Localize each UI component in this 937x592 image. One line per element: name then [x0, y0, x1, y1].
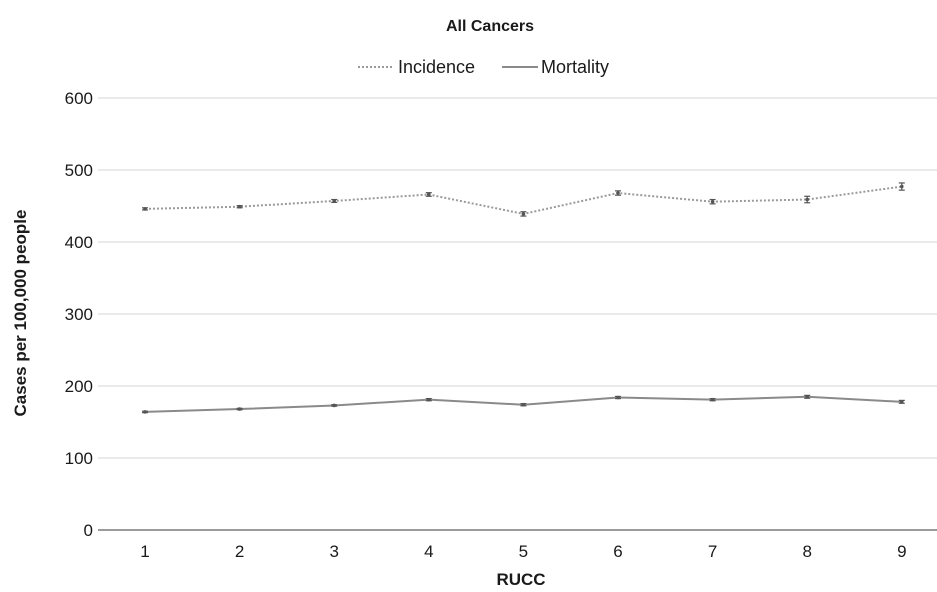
y-tick-label: 0: [84, 521, 93, 540]
x-tick-label: 6: [613, 542, 622, 561]
x-axis-label: RUCC: [496, 570, 545, 589]
y-tick-label: 500: [65, 161, 93, 180]
data-point: [616, 395, 620, 400]
data-point: [237, 407, 242, 411]
x-tick-labels: 1 2 3 4 5 6 7 8 9: [140, 542, 906, 561]
x-tick-label: 3: [329, 542, 338, 561]
data-point: [237, 204, 242, 209]
x-tick-label: 8: [802, 542, 811, 561]
data-point: [521, 402, 526, 407]
data-point: [427, 397, 431, 402]
x-tick-label: 9: [897, 542, 906, 561]
y-tick-label: 600: [65, 89, 93, 108]
data-point: [521, 212, 526, 216]
y-axis-label: Cases per 100,000 people: [11, 210, 30, 417]
y-tick-label: 200: [65, 377, 93, 396]
y-tick-label: 300: [65, 305, 93, 324]
data-point: [332, 403, 337, 408]
data-point: [427, 192, 431, 197]
y-tick-label: 100: [65, 449, 93, 468]
series: [142, 182, 905, 414]
data-point: [900, 184, 904, 189]
series-incidence: [142, 182, 905, 217]
x-tick-label: 4: [424, 542, 433, 561]
data-point: [805, 395, 809, 399]
x-tick-label: 5: [519, 542, 528, 561]
data-point: [710, 397, 715, 402]
legend-label-incidence: Incidence: [398, 57, 475, 77]
data-point: [710, 199, 715, 204]
series-line-incidence: [144, 185, 902, 215]
x-tick-label: 7: [708, 542, 717, 561]
data-point: [900, 400, 904, 404]
data-point: [805, 197, 809, 202]
data-point: [332, 199, 337, 203]
y-tick-labels: 0 100 200 300 400 500 600: [65, 89, 93, 540]
x-tick-label: 1: [140, 542, 149, 561]
legend-label-mortality: Mortality: [541, 57, 609, 77]
x-tick-label: 2: [235, 542, 244, 561]
data-point: [143, 207, 147, 211]
y-tick-label: 400: [65, 233, 93, 252]
series-mortality: [142, 394, 905, 414]
legend: Incidence Mortality: [358, 57, 609, 77]
data-point: [143, 410, 147, 414]
gridlines: [98, 97, 937, 459]
chart-title: All Cancers: [446, 18, 534, 35]
data-point: [616, 191, 620, 195]
